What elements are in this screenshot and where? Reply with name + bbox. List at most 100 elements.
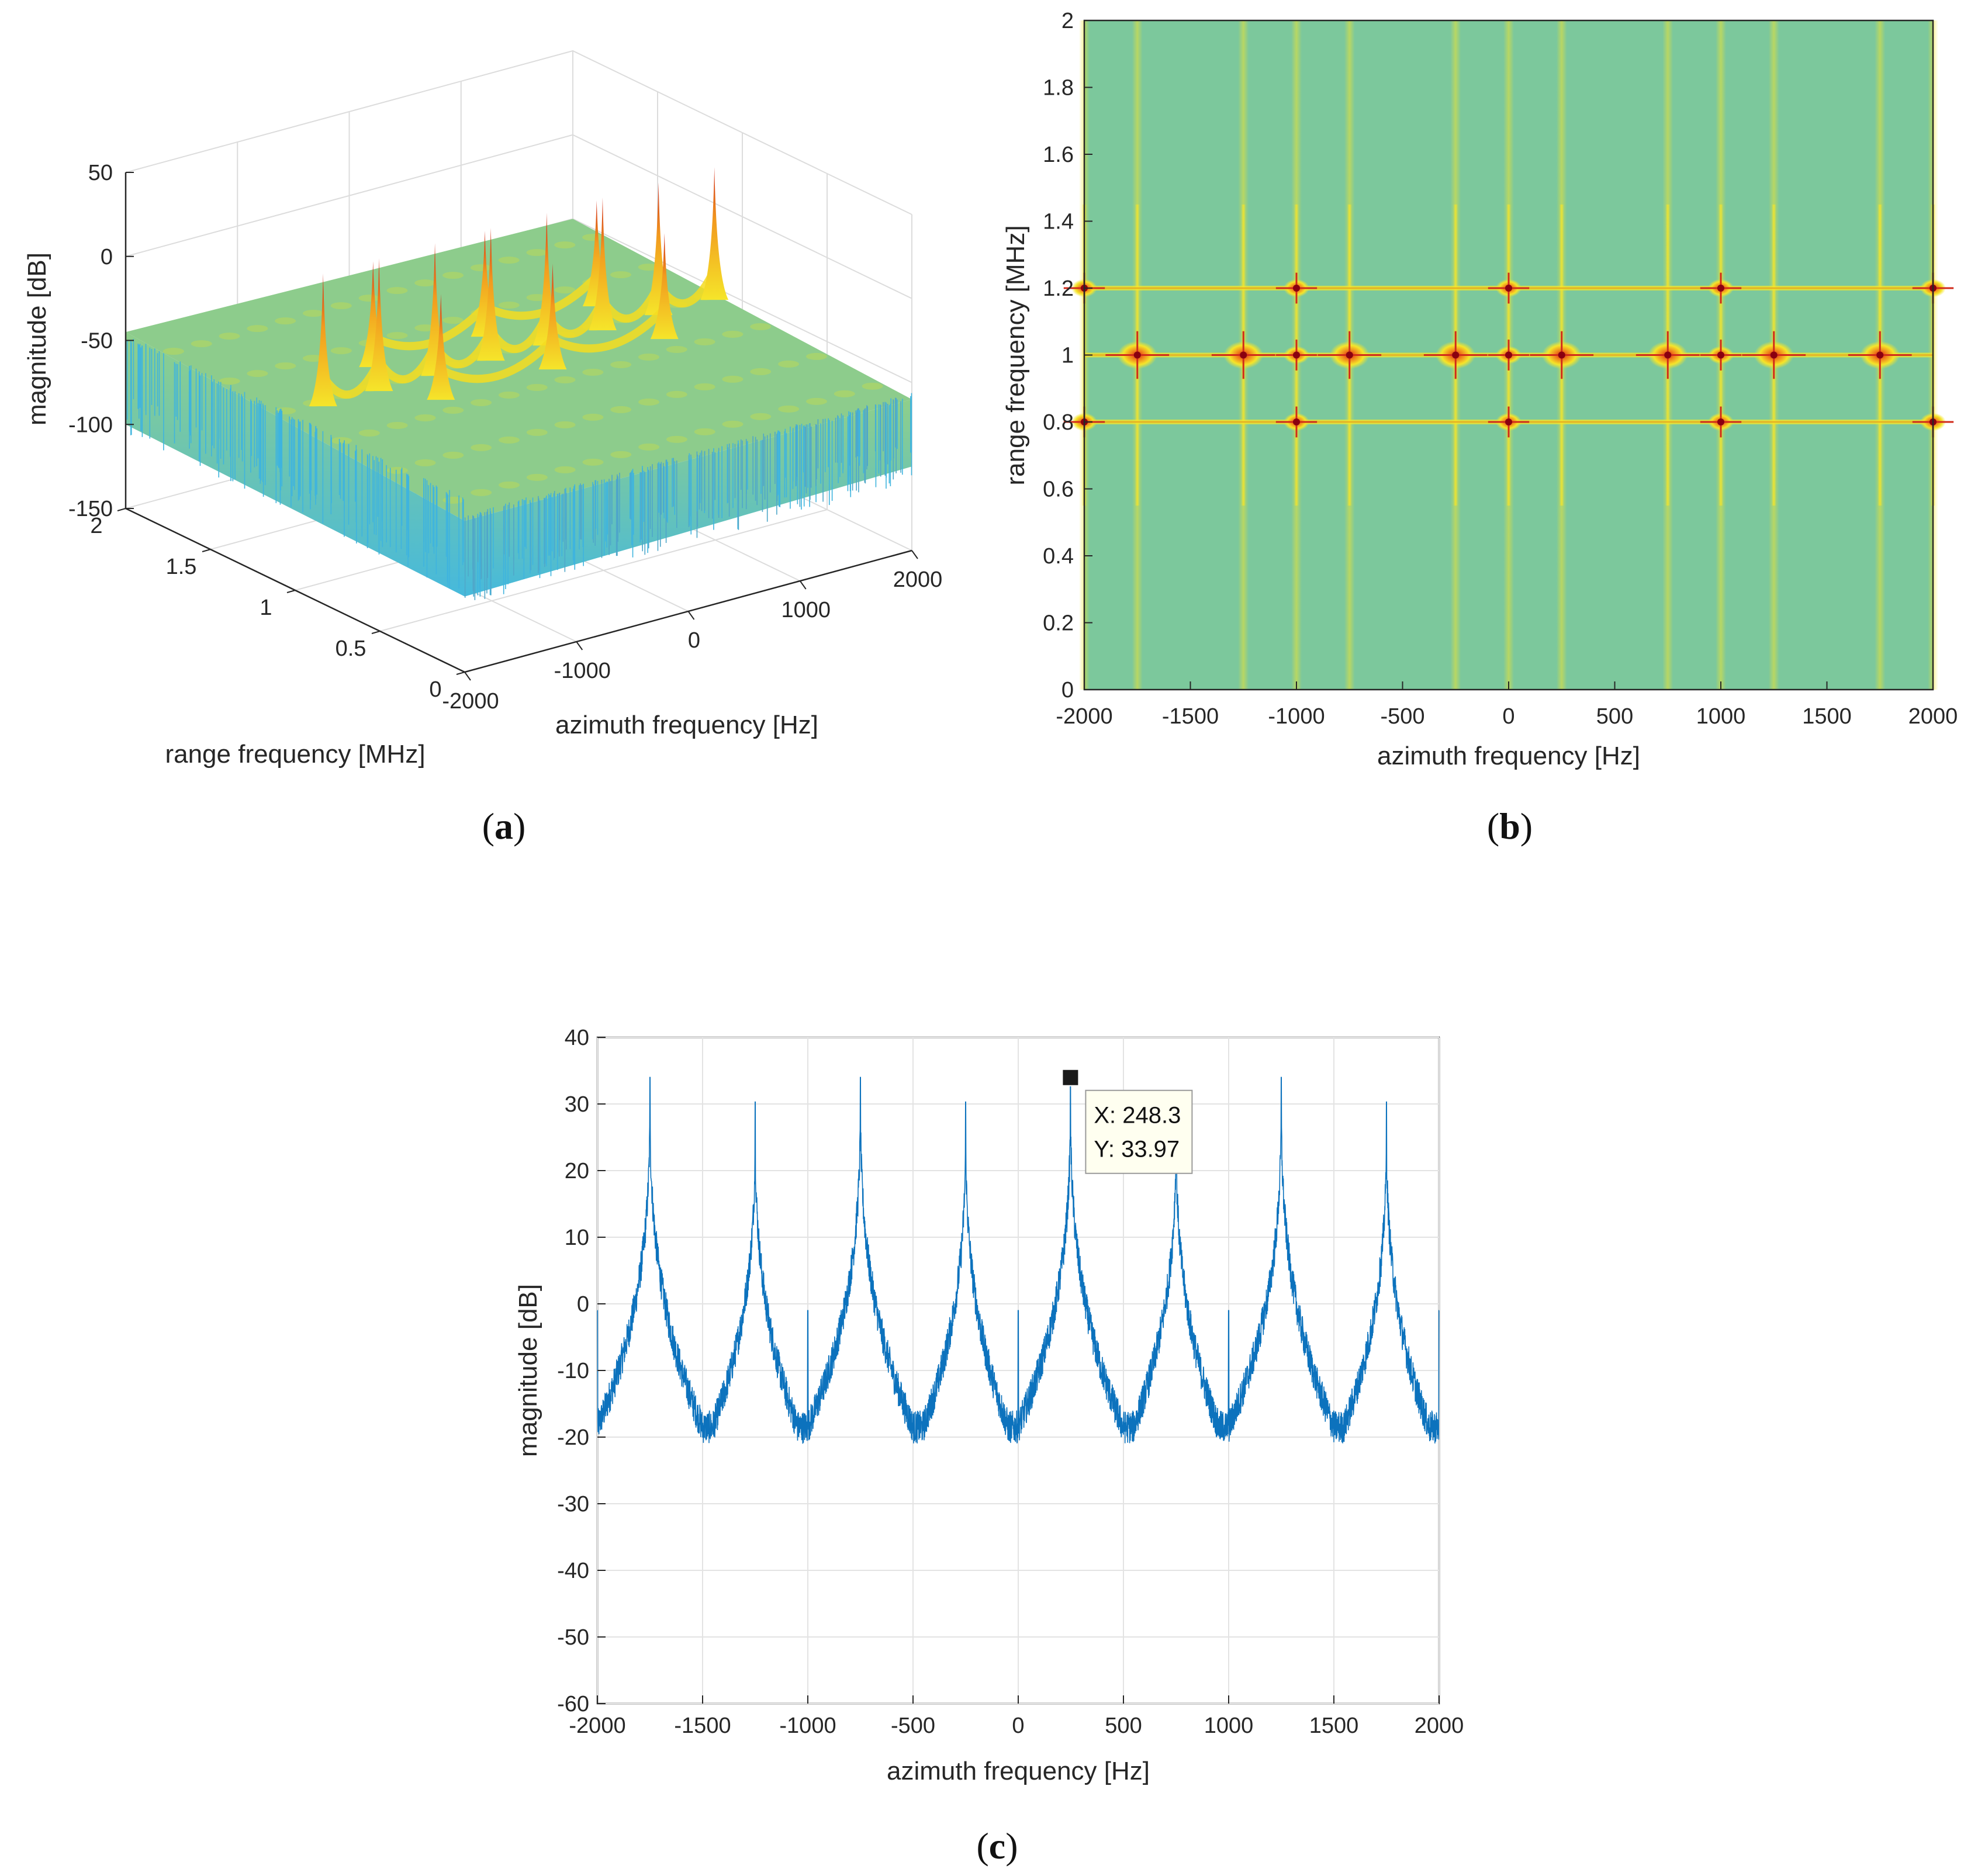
tick-label-x: 1500 <box>1802 704 1852 729</box>
heatmap-peak-center <box>1293 351 1300 359</box>
tick-mark-r <box>456 672 465 675</box>
tick-label-r: 2 <box>90 514 102 538</box>
surface-left <box>126 332 465 597</box>
tick-label-y: 0.6 <box>1043 477 1074 502</box>
surface-ripple <box>414 459 436 466</box>
tick-label-x: 1000 <box>1204 1714 1254 1738</box>
tick-mark-az <box>799 580 807 590</box>
surface-spike <box>359 261 388 368</box>
surface-ripple <box>582 368 604 376</box>
tick-mark-r <box>371 631 381 634</box>
heatmap-peak-center <box>1346 351 1353 359</box>
tick-mark-az <box>576 641 583 650</box>
surface-ripple <box>862 382 883 390</box>
heatmap-peak-center <box>1717 418 1724 425</box>
surface-ripple <box>414 414 436 421</box>
surface-spike <box>471 231 499 337</box>
tick-label-y: 0.4 <box>1043 544 1074 569</box>
heatmap-peak-center <box>1664 351 1672 359</box>
tick-label-x: -1500 <box>1162 704 1219 729</box>
surface-ripple <box>666 345 687 353</box>
surface-ripple <box>694 428 715 435</box>
surface-ripple <box>582 458 604 466</box>
surface-spike <box>365 258 393 392</box>
surface-ripple <box>638 443 660 451</box>
datatip-marker <box>1061 1068 1080 1086</box>
surface-spike <box>476 228 505 361</box>
caption-a-letter: a <box>495 805 513 847</box>
panel-a: 50 0 -50 -100 -150 -2000 -1000 0 1000 2000 2 1.5 1 0.… <box>23 50 942 847</box>
tick-mark-az <box>687 611 695 620</box>
tick-label-x: 500 <box>1105 1714 1142 1738</box>
heatmap-peak-center <box>1452 351 1460 359</box>
surface-spike <box>309 274 337 407</box>
surface-ripple <box>610 361 632 368</box>
surface-ripple <box>722 375 744 383</box>
surface-ripple <box>526 294 548 302</box>
surface-tick-labels: 50 0 -50 -100 -150 -2000 -1000 0 1000 2000 2 1.5 1 0.… <box>68 161 942 714</box>
surface-spike <box>427 294 455 400</box>
tick-label-x: -2000 <box>1056 704 1112 729</box>
surface-ripple <box>610 406 632 413</box>
tick-label-r: 1 <box>260 596 272 620</box>
caption-a: (a) <box>482 805 526 847</box>
surface-ripple <box>666 390 687 398</box>
tick-label-z: 50 <box>88 161 113 185</box>
surface-spike <box>588 198 617 331</box>
surface-ripple <box>778 405 800 413</box>
tick-label-az: 2000 <box>893 567 943 592</box>
surface-ripple <box>722 420 744 428</box>
surface-ripple <box>554 421 576 428</box>
surface-ripple <box>471 444 492 451</box>
surface-ripple <box>275 362 296 370</box>
surface-ripple <box>750 413 772 420</box>
heatmap-ticks: -2000 -1500 -1000 -500 0 500 1000 1500 2000 0 0.2 0… <box>1043 9 1958 729</box>
surface-ripple <box>386 466 408 474</box>
surface-ripple <box>442 451 464 459</box>
surface-ripple <box>778 360 800 368</box>
heatmap-peak-center <box>1505 418 1512 425</box>
heatmap-peak-center <box>1505 285 1512 292</box>
surface-ripple <box>498 257 520 264</box>
tick-mark-az <box>911 550 918 559</box>
tick-label-z: -150 <box>68 497 113 521</box>
surface-ripple <box>471 399 492 406</box>
heatmap-peak-center <box>1293 285 1300 292</box>
surface-ripple <box>610 451 632 458</box>
tick-mark-r <box>202 549 211 552</box>
ylabel-a: range frequency [MHz] <box>165 740 425 769</box>
surface-ripple <box>610 271 631 279</box>
datatip-x: X: 248.3 <box>1094 1103 1181 1129</box>
surface-ripple <box>471 489 492 496</box>
surface-ripple <box>750 323 772 330</box>
ylabel-b: range frequency [MHz] <box>1001 225 1030 485</box>
surface-ripple <box>554 286 576 294</box>
tick-label-x: -1500 <box>674 1714 731 1738</box>
tick-label-r: 0.5 <box>336 636 366 661</box>
surface-ripple <box>694 338 715 345</box>
tick-label-y: 1.4 <box>1043 210 1074 234</box>
xlabel-c: azimuth frequency [Hz] <box>887 1757 1150 1785</box>
surface-plot <box>126 167 912 600</box>
tick-label-y: 1.2 <box>1043 276 1074 301</box>
datatip-y: Y: 33.97 <box>1094 1137 1180 1162</box>
surface-ripple <box>554 466 576 473</box>
surface-ripple <box>191 340 212 348</box>
tick-label-x: 1000 <box>1696 704 1746 729</box>
surface-ripple <box>750 368 772 375</box>
surface-ripple <box>470 264 492 272</box>
surface-ripple <box>358 429 380 437</box>
heatmap-peak-center <box>1293 418 1300 425</box>
tick-label-x: 2000 <box>1415 1714 1464 1738</box>
tick-label-y: 1 <box>1061 344 1074 368</box>
tick-label-y: 40 <box>565 1026 589 1050</box>
panel-b: -2000 -1500 -1000 -500 0 500 1000 1500 2000 0 0.2 0… <box>1001 9 1958 847</box>
tick-label-x: 2000 <box>1908 704 1958 729</box>
heatmap-peak-center <box>1717 351 1724 359</box>
grid-z <box>125 134 912 299</box>
surface-ripple <box>638 353 659 361</box>
surface-ripple <box>358 295 380 302</box>
surface-arc <box>439 336 556 383</box>
datatip[interactable]: X: 248.3 Y: 33.97 <box>1061 1068 1193 1174</box>
